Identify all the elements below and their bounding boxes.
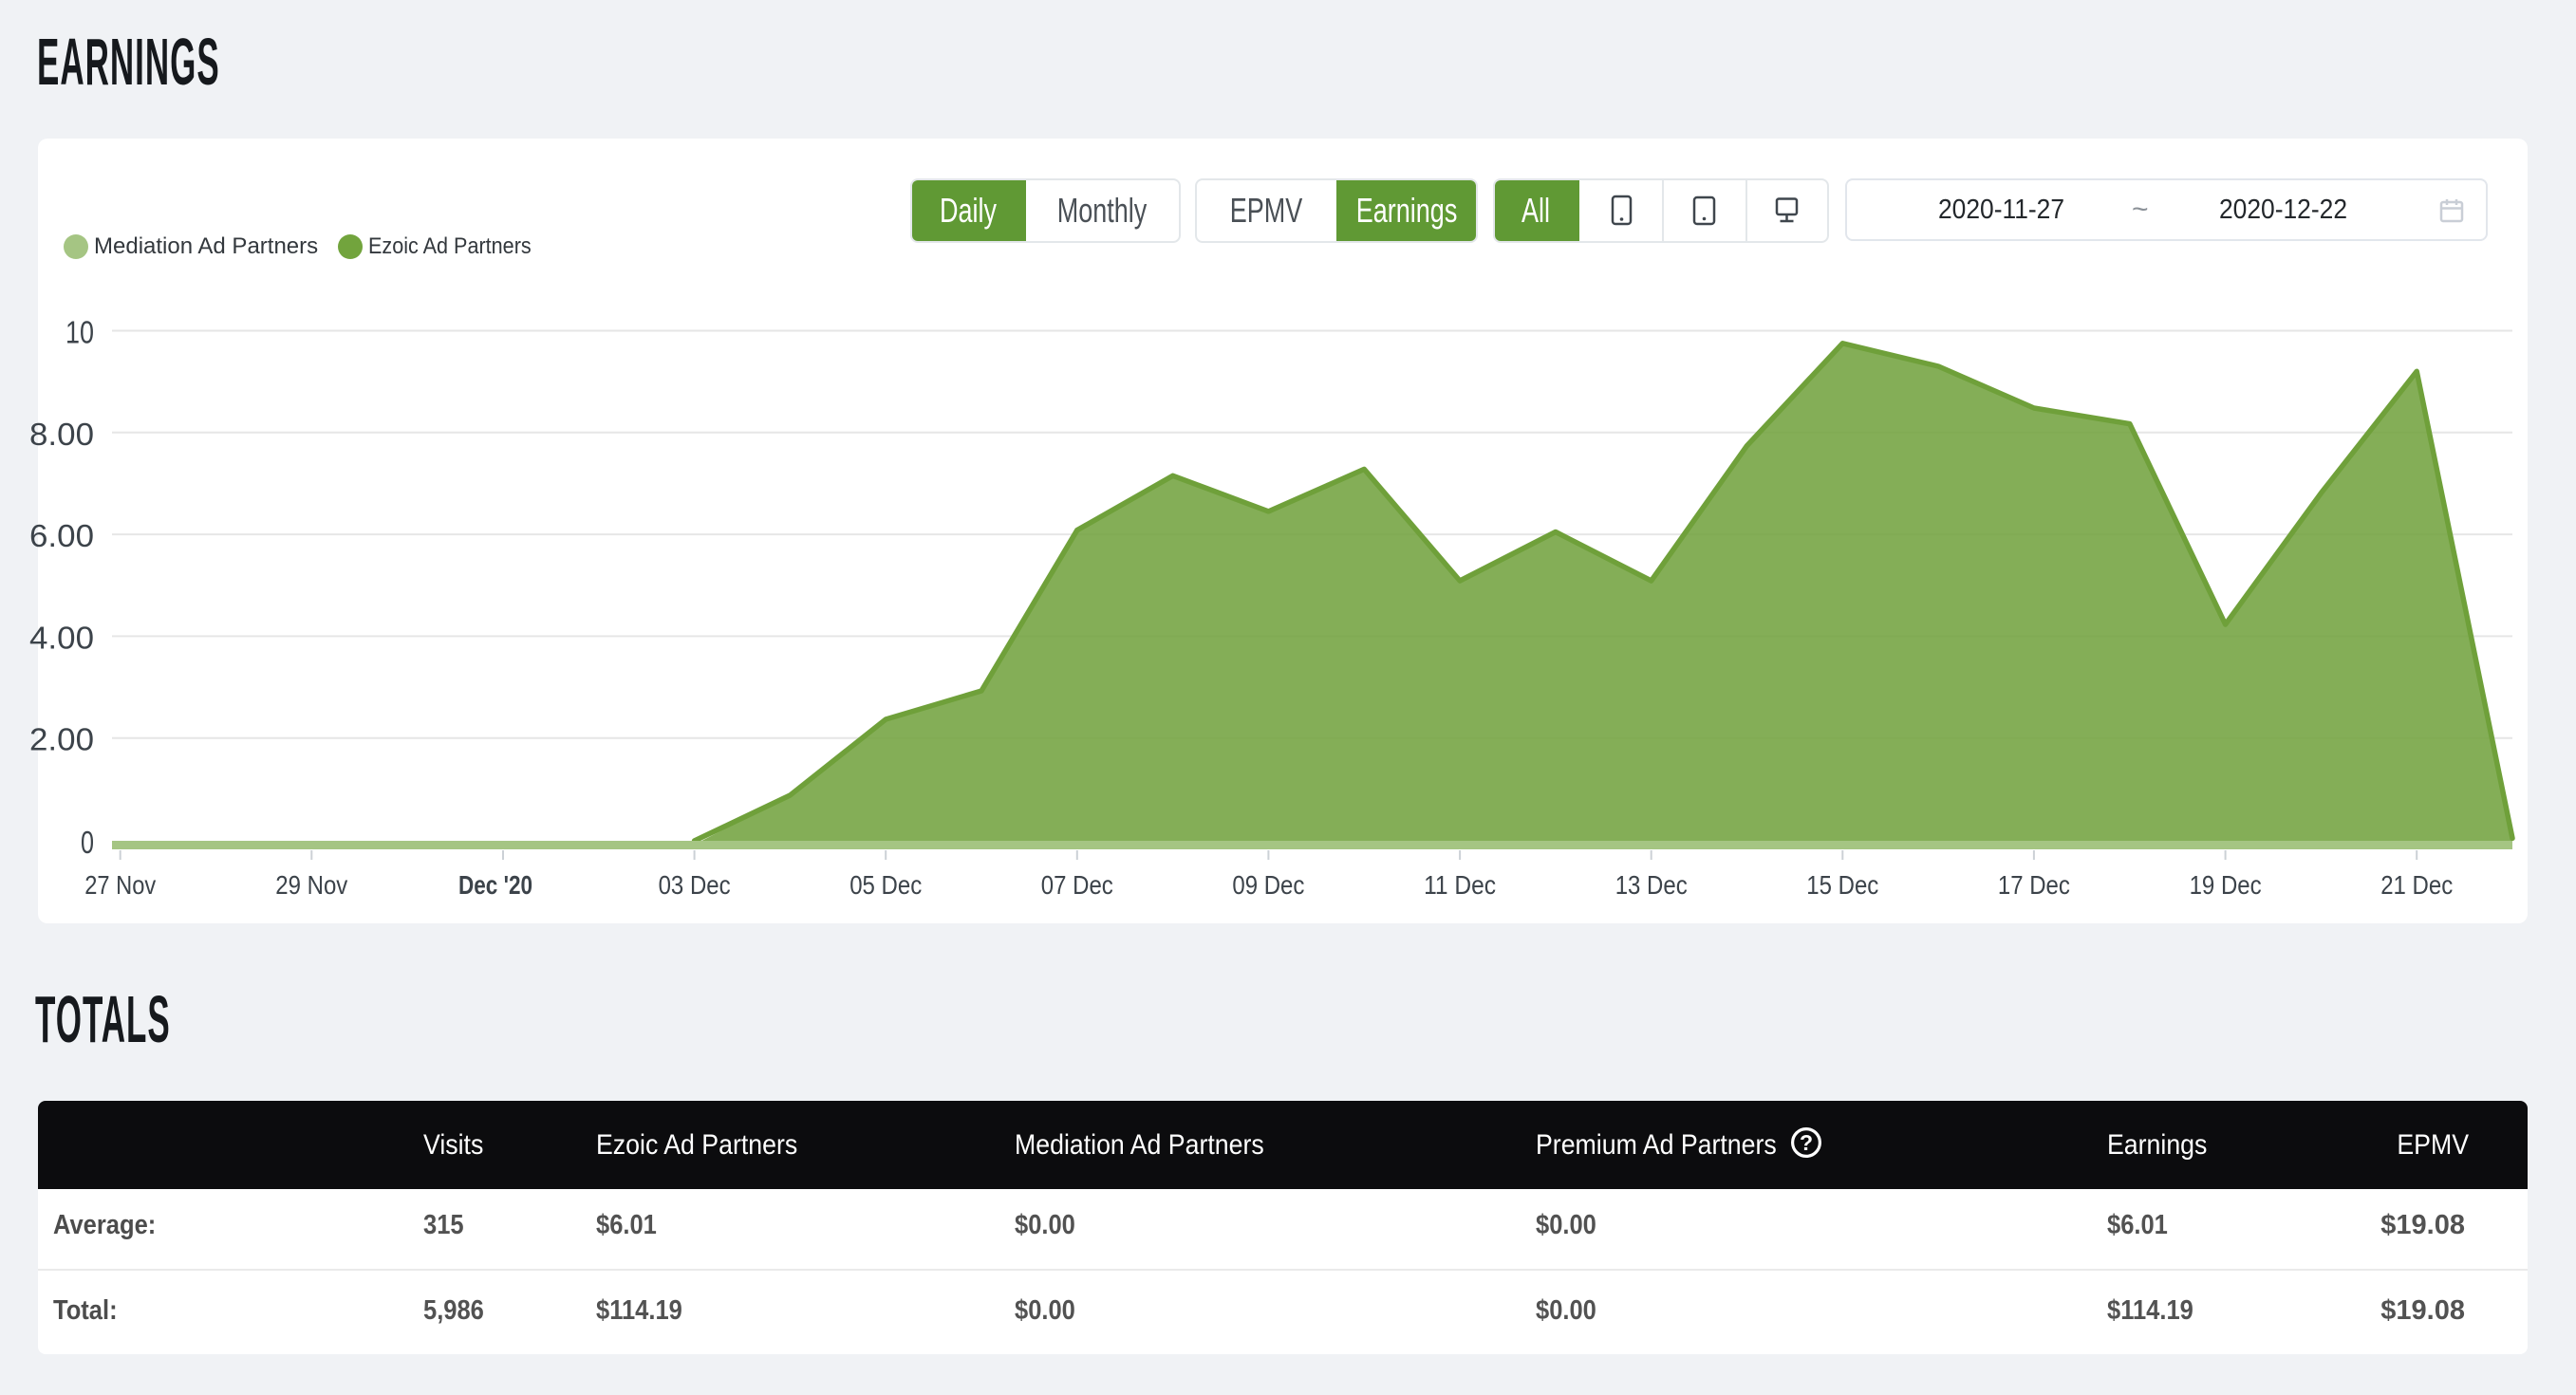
svg-text:27 Nov: 27 Nov	[84, 870, 156, 900]
svg-text:8.00: 8.00	[29, 417, 94, 452]
svg-text:17 Dec: 17 Dec	[1998, 870, 2070, 900]
svg-text:11 Dec: 11 Dec	[1424, 870, 1496, 900]
svg-text:05 Dec: 05 Dec	[849, 870, 922, 900]
svg-text:03 Dec: 03 Dec	[659, 870, 731, 900]
svg-text:19 Dec: 19 Dec	[2190, 870, 2262, 900]
svg-text:29 Nov: 29 Nov	[275, 870, 347, 900]
svg-text:Dec '20: Dec '20	[458, 870, 532, 900]
svg-text:15 Dec: 15 Dec	[1806, 870, 1878, 900]
svg-text:09 Dec: 09 Dec	[1232, 870, 1304, 900]
svg-text:10: 10	[65, 315, 94, 350]
svg-text:?: ?	[1800, 1130, 1813, 1155]
svg-text:13 Dec: 13 Dec	[1615, 870, 1688, 900]
svg-text:4.00: 4.00	[29, 620, 94, 655]
svg-text:6.00: 6.00	[29, 518, 94, 553]
svg-text:0: 0	[81, 825, 94, 860]
svg-text:07 Dec: 07 Dec	[1041, 870, 1113, 900]
svg-text:21 Dec: 21 Dec	[2380, 870, 2453, 900]
svg-text:2.00: 2.00	[29, 722, 94, 757]
